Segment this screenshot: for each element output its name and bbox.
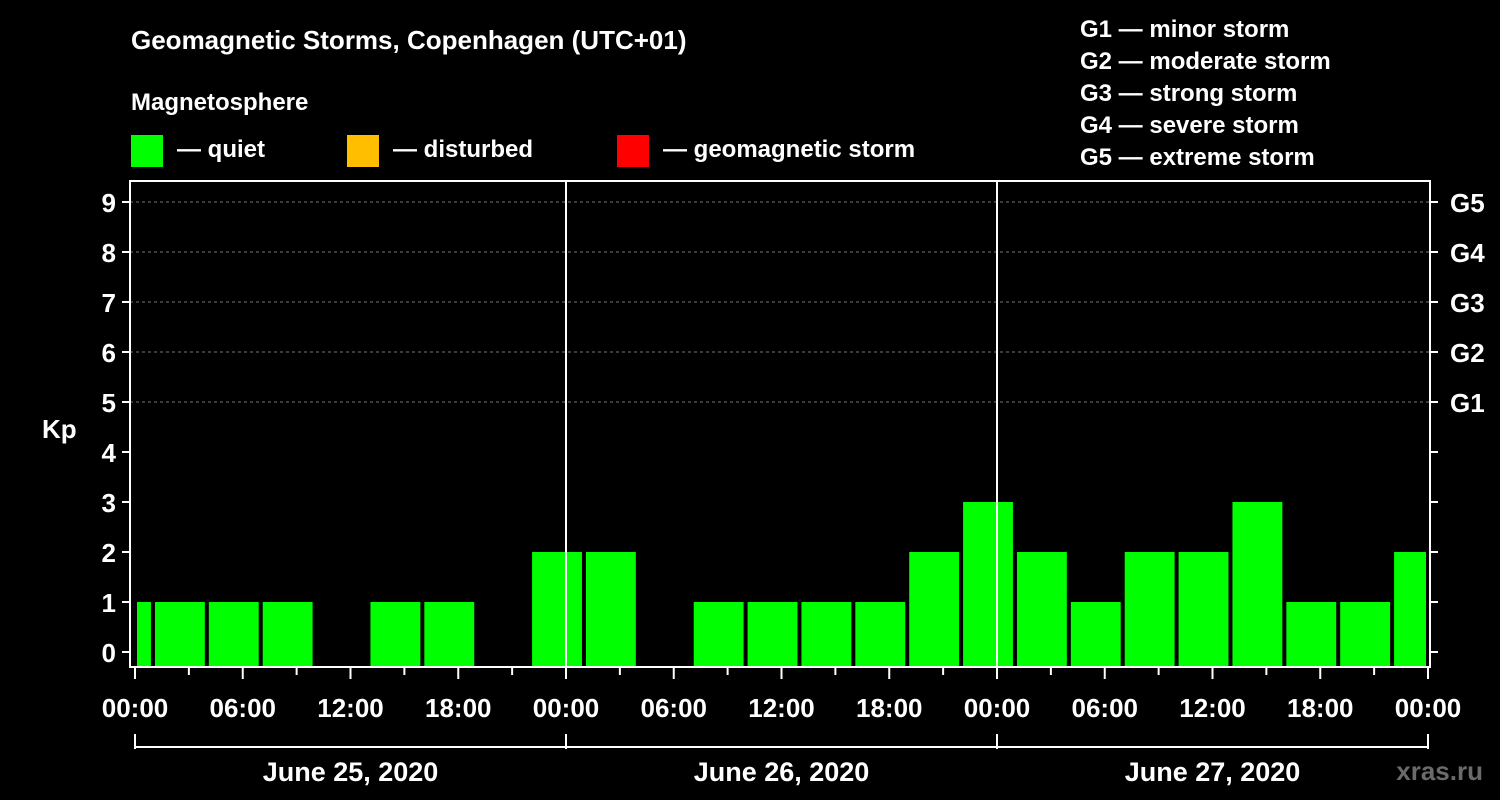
- g-scale-label: G3: [1450, 288, 1485, 318]
- x-tick-label: 06:00: [1072, 693, 1139, 723]
- kp-bar: [1178, 552, 1229, 667]
- legend-label-quiet: — quiet: [177, 136, 265, 163]
- g-scale-label: G5: [1450, 188, 1485, 218]
- x-tick-label: 18:00: [856, 693, 923, 723]
- kp-bar: [963, 502, 1013, 667]
- y-tick-label: 8: [102, 238, 116, 268]
- legend-swatch-storm: [617, 135, 649, 167]
- legend-label-disturbed: — disturbed: [393, 136, 533, 163]
- g-scale-label: G4: [1450, 238, 1485, 268]
- kp-bar: [855, 602, 906, 667]
- legend-swatch-quiet: [131, 135, 163, 167]
- chart-subtitle: Magnetosphere: [131, 89, 308, 116]
- storm-scale-g3: G3 — strong storm: [1080, 80, 1297, 107]
- chart-title: Geomagnetic Storms, Copenhagen (UTC+01): [131, 25, 686, 55]
- watermark: xras.ru: [1396, 756, 1483, 786]
- x-tick-label: 00:00: [102, 693, 169, 723]
- storm-scale-g1: G1 — minor storm: [1080, 16, 1289, 43]
- grid-lines: [130, 181, 1430, 667]
- bars: [137, 502, 1426, 667]
- kp-bar: [424, 602, 475, 667]
- legend-swatch-disturbed: [347, 135, 379, 167]
- x-tick-label: 00:00: [1395, 693, 1462, 723]
- kp-bar: [585, 552, 636, 667]
- legend-label-storm: — geomagnetic storm: [663, 136, 915, 163]
- kp-bar: [1124, 552, 1175, 667]
- x-tick-label: 12:00: [317, 693, 384, 723]
- g-scale-label: G1: [1450, 388, 1485, 418]
- kp-bar: [1286, 602, 1337, 667]
- plot-frame: [129, 180, 1431, 668]
- storm-scale-g4: G4 — severe storm: [1080, 112, 1299, 139]
- kp-bar: [1070, 602, 1121, 667]
- x-tick-label: 00:00: [533, 693, 600, 723]
- y-tick-label: 7: [102, 288, 116, 318]
- x-tick-label: 12:00: [748, 693, 815, 723]
- kp-bar: [1394, 552, 1426, 667]
- kp-bar: [262, 602, 313, 667]
- x-tick-label: 00:00: [964, 693, 1031, 723]
- x-tick-label: 12:00: [1179, 693, 1246, 723]
- kp-bar: [208, 602, 259, 667]
- y-tick-label: 6: [102, 338, 116, 368]
- y-tick-label: 5: [102, 388, 116, 418]
- kp-bar: [693, 602, 744, 667]
- x-tick-label: 18:00: [425, 693, 492, 723]
- x-tick-label: 18:00: [1287, 693, 1354, 723]
- day-label: June 27, 2020: [1125, 757, 1301, 787]
- kp-bar: [747, 602, 798, 667]
- kp-bar: [137, 602, 151, 667]
- x-tick-label: 06:00: [641, 693, 708, 723]
- tick-labels: 0 1 2 3 4 5 6 7 8 9 G1 G2 G3 G4 G5 00:00 06:00 12:00 18:00…: [102, 188, 1486, 787]
- axes: [122, 180, 1438, 749]
- y-tick-label: 4: [102, 438, 117, 468]
- y-tick-label: 2: [102, 538, 116, 568]
- y-tick-label: 3: [102, 488, 116, 518]
- kp-bar: [1016, 552, 1067, 667]
- day-label: June 25, 2020: [263, 757, 439, 787]
- y-tick-label: 9: [102, 188, 116, 218]
- storm-scale: G1 — minor storm G2 — moderate storm G3 …: [1080, 16, 1331, 171]
- y-tick-label: 1: [102, 588, 116, 618]
- storm-scale-g2: G2 — moderate storm: [1080, 48, 1331, 75]
- y-tick-label: 0: [102, 638, 116, 668]
- kp-bar: [154, 602, 205, 667]
- x-tick-label: 06:00: [210, 693, 277, 723]
- kp-bar: [1340, 602, 1391, 667]
- legend: — quiet — disturbed — geomagnetic storm: [131, 135, 915, 167]
- g-scale-label: G2: [1450, 338, 1485, 368]
- y-axis-label: Kp: [42, 414, 77, 444]
- kp-bar: [801, 602, 852, 667]
- kp-bar: [1232, 502, 1283, 667]
- day-label: June 26, 2020: [694, 757, 870, 787]
- kp-bar: [909, 552, 960, 667]
- kp-bar: [370, 602, 421, 667]
- storm-scale-g5: G5 — extreme storm: [1080, 144, 1315, 171]
- kp-bar: [532, 552, 582, 667]
